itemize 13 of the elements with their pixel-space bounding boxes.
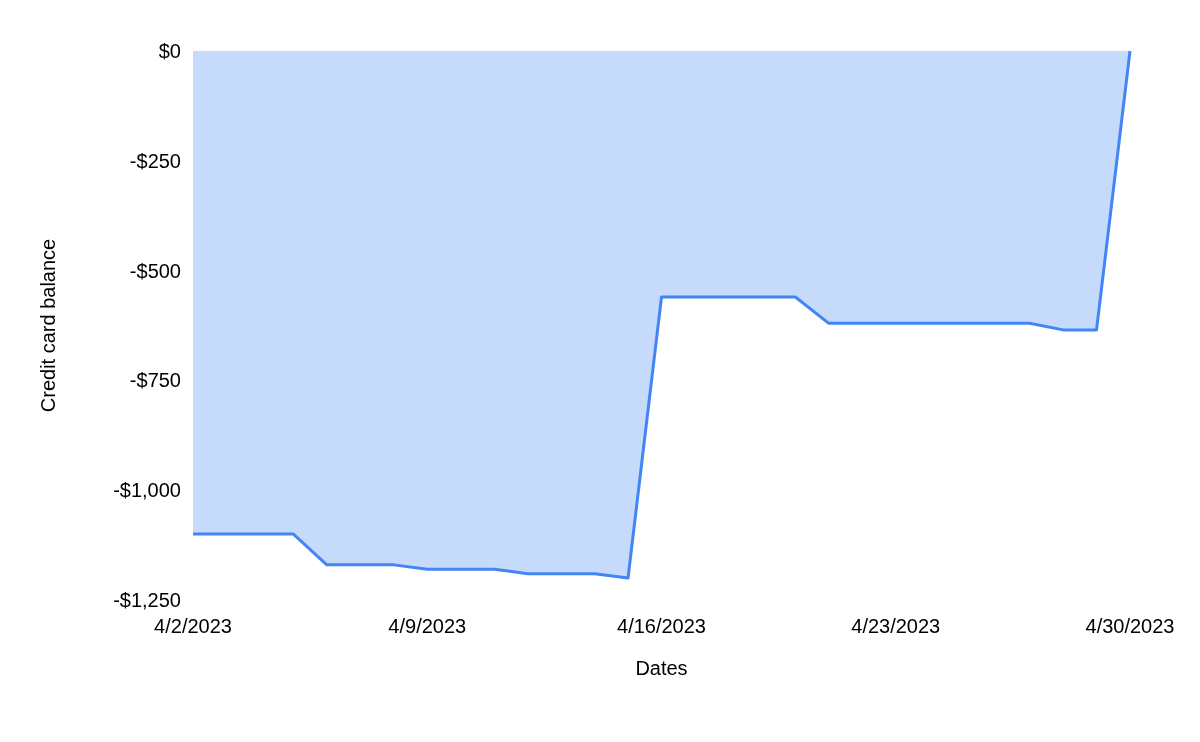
y-tick-label: -$1,250 [113, 589, 181, 611]
x-tick-label: 4/30/2023 [1085, 615, 1175, 637]
x-tick-label: 4/16/2023 [617, 615, 706, 637]
x-tick-label: 4/23/2023 [851, 615, 941, 637]
y-tick-label: -$1,000 [113, 479, 181, 502]
y-tick-label: $0 [158, 40, 181, 62]
x-tick-label: 4/2/2023 [154, 615, 232, 637]
x-tick-label: 4/9/2023 [388, 615, 467, 637]
y-tick-label: -$750 [129, 369, 181, 392]
x-axis-title: Dates [635, 657, 688, 679]
y-tick-label: -$500 [129, 259, 181, 282]
y-axis-title: Credit card balance [37, 238, 59, 413]
y-tick-label: -$250 [129, 149, 181, 172]
